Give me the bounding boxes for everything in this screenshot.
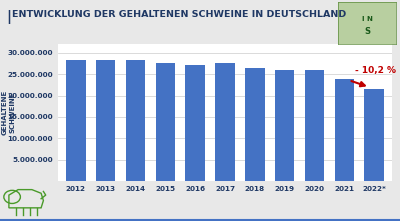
Text: S: S bbox=[364, 27, 370, 36]
Bar bbox=[275, 70, 294, 181]
Bar bbox=[334, 79, 354, 181]
Text: ENTWICKLUNG DER GEHALTENEN SCHWEINE IN DEUTSCHLAND: ENTWICKLUNG DER GEHALTENEN SCHWEINE IN D… bbox=[12, 10, 346, 19]
Y-axis label: ANZAHL
GEHALTENE
SCHWEINE: ANZAHL GEHALTENE SCHWEINE bbox=[0, 90, 16, 135]
Bar bbox=[245, 68, 264, 181]
Bar bbox=[126, 60, 145, 181]
Bar bbox=[215, 63, 235, 181]
Bar bbox=[364, 89, 384, 181]
Text: |: | bbox=[6, 10, 11, 24]
Bar bbox=[305, 70, 324, 181]
Text: - 10,2 %: - 10,2 % bbox=[355, 66, 396, 75]
Bar bbox=[156, 63, 175, 181]
Bar bbox=[66, 60, 86, 181]
Bar bbox=[186, 65, 205, 181]
Bar bbox=[96, 61, 116, 181]
Text: I N: I N bbox=[362, 16, 372, 22]
